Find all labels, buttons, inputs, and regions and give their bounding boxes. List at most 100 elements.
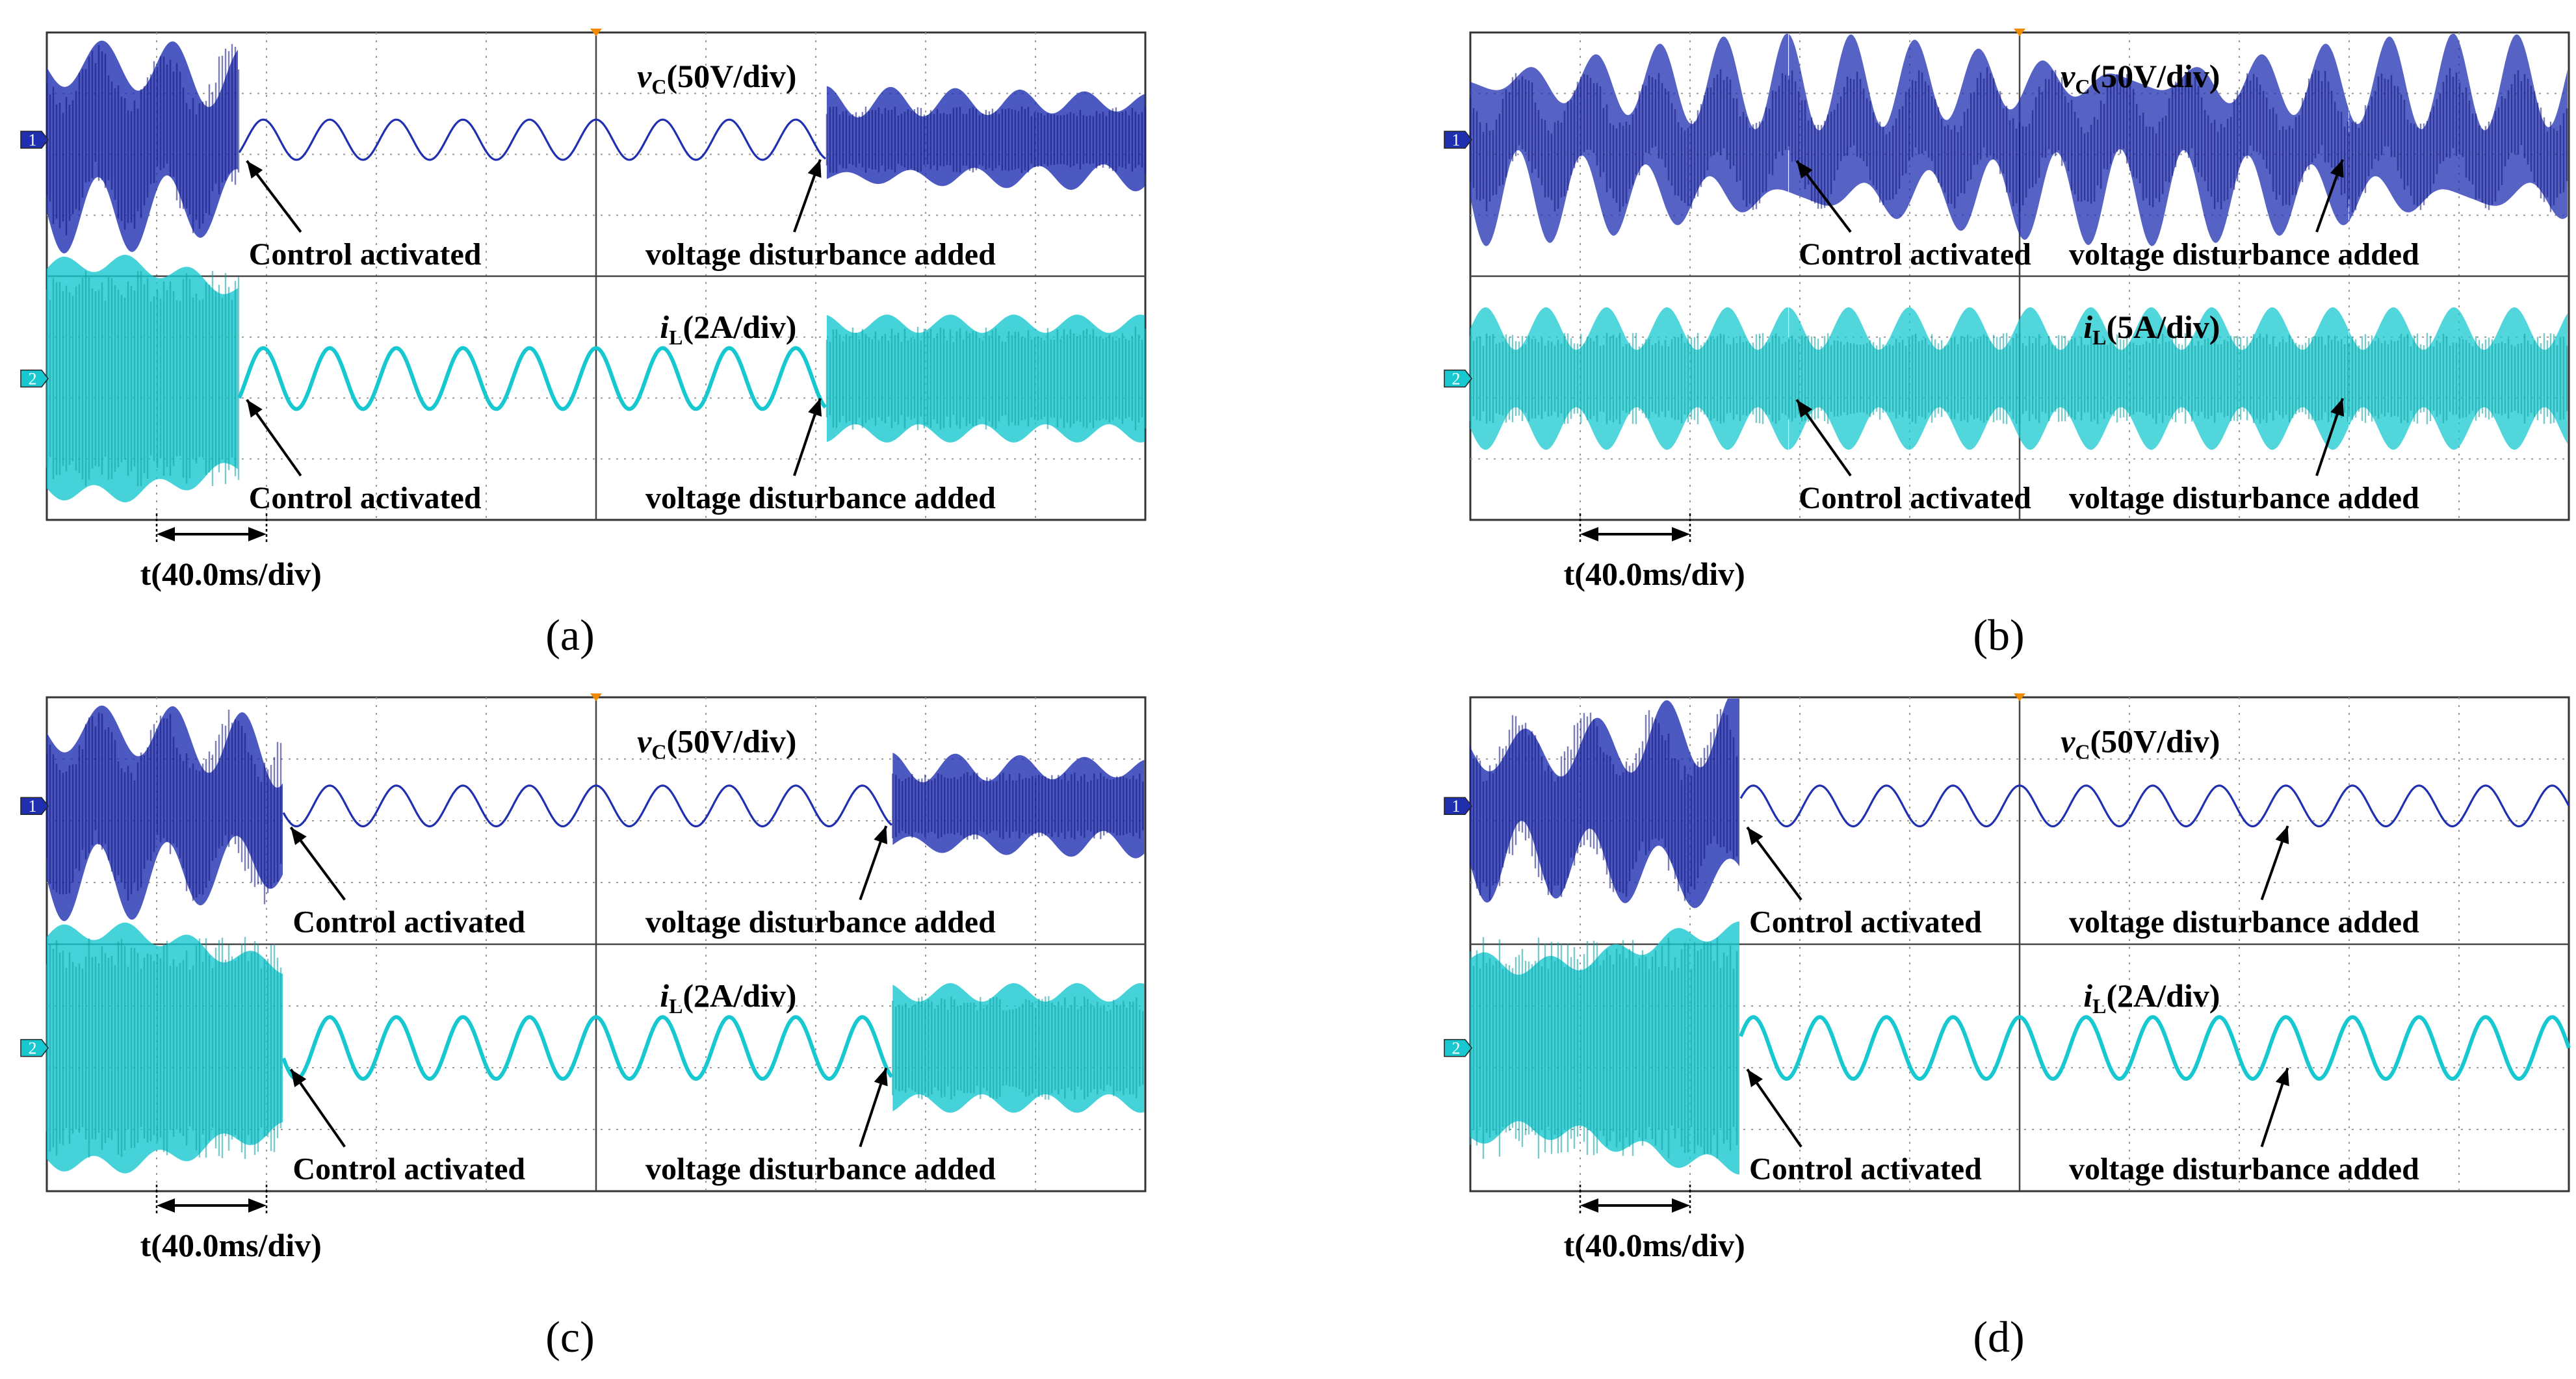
trigger-marker	[2014, 693, 2025, 701]
oscilloscope-panel: 1 vC(50V/div) Control activated voltage dis…	[20, 693, 1147, 1361]
time-scale-indicator	[1579, 513, 1691, 543]
channel-subscript: C	[2075, 740, 2090, 764]
channel-marker: 2	[20, 370, 49, 389]
trigger-marker	[590, 693, 602, 701]
channel-scale-label: iL(2A/div)	[660, 309, 796, 349]
channel-marker-number: 1	[29, 131, 37, 149]
trigger-marker	[2014, 29, 2025, 36]
channel-unit: (50V/div)	[666, 58, 796, 94]
disturbance-arrow	[2260, 1067, 2289, 1148]
disturbance-arrow	[2315, 159, 2344, 233]
channel-symbol: i	[2083, 977, 2092, 1014]
channel-2-trace	[1469, 921, 2571, 1175]
voltage-disturbance-label: voltage disturbance added	[645, 237, 996, 272]
channel-subscript: L	[2092, 994, 2106, 1018]
control-activated-arrow	[1746, 1068, 1802, 1148]
channel-marker: 1	[1444, 797, 1472, 816]
control-activated-arrow	[1795, 160, 1852, 233]
time-scale-label: t(40.0ms/div)	[1564, 1227, 1745, 1263]
channel-symbol: v	[2061, 58, 2075, 94]
time-scale-indicator	[1579, 1185, 1691, 1215]
disturbance-arrow	[2260, 825, 2289, 901]
voltage-disturbance-label: voltage disturbance added	[645, 1152, 996, 1187]
channel-1-trace	[46, 40, 1147, 253]
channel-marker-number: 1	[29, 797, 37, 816]
channel-marker-number: 2	[29, 1039, 37, 1058]
channel-scale-label: vC(50V/div)	[637, 58, 796, 98]
channel-subscript: L	[669, 326, 683, 349]
channel-symbol: i	[660, 977, 669, 1014]
panel-label: (c)	[545, 1312, 594, 1361]
oscilloscope-panel: 1 vC(50V/div) Control activated voltage dis…	[20, 29, 1147, 660]
channel-1-trace	[46, 705, 1145, 921]
control-activated-arrow	[1746, 826, 1802, 901]
disturbance-arrow	[793, 159, 822, 233]
channel-marker: 1	[1444, 131, 1472, 149]
control-activated-arrow	[289, 826, 346, 901]
voltage-disturbance-label: voltage disturbance added	[645, 481, 996, 515]
channel-2-trace	[46, 255, 1147, 502]
control-activated-label: Control activated	[1749, 1152, 1982, 1187]
channel-marker-number: 2	[1452, 1039, 1461, 1058]
panel-label: (b)	[1973, 610, 2024, 660]
channel-subscript: C	[651, 75, 666, 98]
time-scale-indicator	[155, 513, 268, 543]
voltage-disturbance-label: voltage disturbance added	[645, 905, 996, 940]
control-activated-label: Control activated	[249, 237, 482, 272]
voltage-disturbance-label: voltage disturbance added	[2069, 905, 2419, 940]
channel-subscript: C	[651, 740, 666, 764]
channel-unit: (5A/div)	[2106, 309, 2220, 345]
oscilloscope-panel: 1 vC(50V/div) Control activated voltage dis…	[1444, 29, 2570, 660]
voltage-disturbance-label: voltage disturbance added	[2069, 481, 2419, 515]
channel-marker: 1	[20, 797, 49, 816]
channel-scale-label: iL(2A/div)	[660, 977, 796, 1018]
oscilloscope-panel: 1 vC(50V/div) Control activated voltage dis…	[1444, 693, 2571, 1361]
channel-symbol: v	[637, 58, 652, 94]
channel-marker: 2	[1444, 1039, 1472, 1058]
control-activated-arrow	[289, 1068, 346, 1148]
channel-scale-label: vC(50V/div)	[2061, 58, 2220, 98]
channel-marker: 1	[20, 131, 49, 149]
channel-symbol: i	[2083, 309, 2092, 345]
channel-scale-label: vC(50V/div)	[637, 723, 796, 764]
disturbance-arrow	[2315, 398, 2345, 476]
panel-label: (d)	[1973, 1312, 2024, 1361]
voltage-disturbance-label: voltage disturbance added	[2069, 237, 2419, 272]
time-scale-label: t(40.0ms/div)	[1564, 556, 1745, 592]
channel-marker: 2	[1444, 370, 1472, 389]
control-activated-label: Control activated	[293, 905, 525, 940]
channel-scale-label: iL(2A/div)	[2083, 977, 2220, 1018]
channel-marker: 2	[20, 1039, 49, 1058]
time-scale-indicator	[155, 1185, 268, 1215]
channel-1-trace	[1469, 34, 2568, 246]
channel-unit: (50V/div)	[2090, 58, 2220, 94]
control-activated-arrow	[1795, 398, 1852, 477]
channel-unit: (50V/div)	[666, 723, 796, 760]
channel-marker-number: 1	[1452, 797, 1461, 816]
channel-unit: (2A/div)	[2106, 977, 2220, 1014]
control-activated-label: Control activated	[293, 1152, 525, 1187]
channel-subscript: C	[2075, 75, 2090, 98]
channel-symbol: i	[660, 309, 669, 345]
disturbance-arrow	[793, 398, 822, 476]
control-activated-label: Control activated	[1799, 481, 2031, 515]
control-activated-arrow	[246, 160, 302, 233]
panel-label: (a)	[545, 610, 594, 660]
time-scale-label: t(40.0ms/div)	[140, 556, 322, 592]
channel-marker-number: 1	[1452, 131, 1461, 149]
control-activated-label: Control activated	[1749, 905, 1982, 940]
channel-subscript: L	[2092, 326, 2106, 349]
control-activated-label: Control activated	[1799, 237, 2031, 272]
channel-subscript: L	[669, 994, 683, 1018]
disturbance-arrow	[859, 825, 888, 901]
channel-scale-label: vC(50V/div)	[2061, 723, 2220, 764]
channel-symbol: v	[2061, 723, 2075, 760]
channel-unit: (50V/div)	[2090, 723, 2220, 760]
time-scale-label: t(40.0ms/div)	[140, 1227, 322, 1263]
channel-marker-number: 2	[29, 370, 37, 389]
channel-scale-label: iL(5A/div)	[2083, 309, 2220, 349]
channel-unit: (2A/div)	[683, 977, 796, 1014]
control-activated-arrow	[246, 398, 302, 477]
channel-1-trace	[1469, 699, 2570, 909]
channel-2-trace	[1469, 307, 2568, 450]
